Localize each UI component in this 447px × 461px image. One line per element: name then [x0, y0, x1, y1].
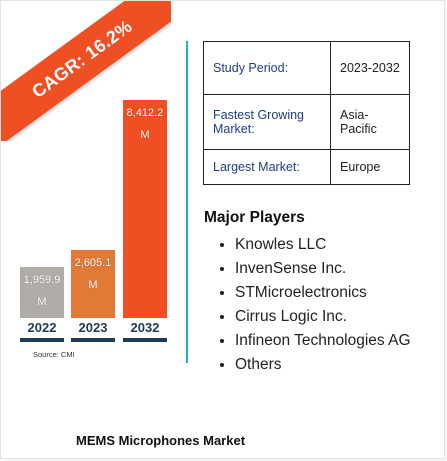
- study-period-label: Study Period:: [203, 41, 331, 95]
- largest-market-value: Europe: [330, 149, 410, 185]
- market-title: MEMS Microphones Market: [76, 433, 246, 448]
- major-players-list: Knowles LLC InvenSense Inc. STMicroelect…: [217, 233, 425, 377]
- list-item: Others: [235, 353, 425, 377]
- bar-unit-label: M: [140, 129, 150, 141]
- list-item: Knowles LLC: [235, 233, 425, 257]
- table-row: Largest Market: Europe: [203, 149, 410, 185]
- list-item: STMicroelectronics: [235, 281, 425, 305]
- bar-chart: 1,959.9 M 2022 2,605.1 M 2023 8,412.2 M 2032: [1, 1, 191, 371]
- bar-unit-label: M: [37, 296, 47, 308]
- list-item: Cirrus Logic Inc.: [235, 305, 425, 329]
- largest-market-label: Largest Market:: [203, 149, 331, 185]
- list-item: Infineon Technologies AG: [235, 329, 425, 353]
- source-note: Source: CMI: [33, 350, 75, 359]
- table-row: Study Period: 2023-2032: [203, 41, 410, 95]
- study-period-value: 2023-2032: [330, 41, 410, 95]
- bar-value-label: 1,959.9: [23, 274, 61, 286]
- year-label-2032: 2032: [123, 318, 167, 342]
- year-label-2023: 2023: [71, 318, 115, 342]
- bar-value-label: 8,412.2: [126, 107, 164, 119]
- major-players-heading: Major Players: [204, 209, 305, 226]
- list-item: InvenSense Inc.: [235, 257, 425, 281]
- year-label-2022: 2022: [20, 318, 64, 342]
- divider-line: [186, 41, 188, 363]
- fastest-growing-label: Fastest Growing Market:: [203, 94, 331, 150]
- bar-2032: 8,412.2 M: [123, 100, 167, 338]
- table-row: Fastest Growing Market: Asia-Pacific: [203, 94, 410, 150]
- fastest-growing-value: Asia-Pacific: [330, 94, 410, 150]
- bar-value-label: 2,605.1: [74, 257, 112, 269]
- bar-unit-label: M: [88, 279, 98, 291]
- market-info-table: Study Period: 2023-2032 Fastest Growing …: [203, 41, 410, 185]
